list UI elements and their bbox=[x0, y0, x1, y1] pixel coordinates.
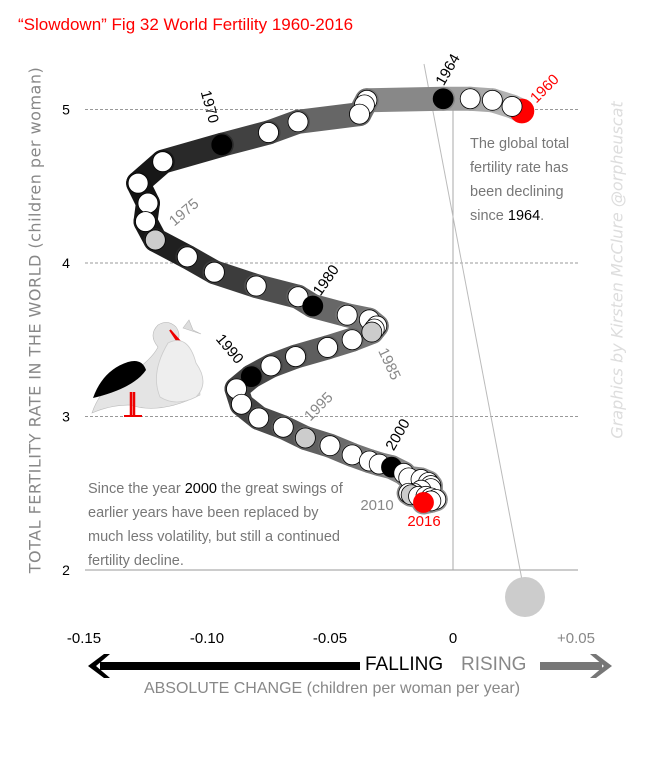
pendulum-string bbox=[423, 63, 523, 581]
chart-title: “Slowdown” Fig 32 World Fertility 1960-2… bbox=[18, 15, 354, 34]
x-tick-label: -0.10 bbox=[190, 630, 224, 647]
falling-arrow bbox=[88, 654, 360, 678]
x-tick-label: +0.05 bbox=[557, 630, 595, 647]
year-label-1960: 1960 bbox=[527, 71, 563, 107]
point-1968 bbox=[287, 111, 309, 133]
annotation-top-text: The global total fertility rate has been… bbox=[470, 136, 570, 224]
year-label-2000: 2000 bbox=[382, 416, 413, 453]
falling-label: FALLING bbox=[365, 654, 444, 675]
year-label-2016: 2016 bbox=[407, 513, 440, 530]
point-1988 bbox=[285, 346, 306, 368]
pendulum-ball bbox=[505, 577, 545, 617]
point-1974 bbox=[135, 211, 156, 232]
point-1976 bbox=[176, 246, 198, 268]
y-tick-label: 5 bbox=[62, 102, 70, 118]
point-1970 bbox=[211, 134, 233, 156]
point-1987 bbox=[317, 337, 338, 358]
annotation-top-end: . bbox=[540, 208, 545, 224]
stork-icon bbox=[91, 319, 204, 417]
point-1973 bbox=[137, 192, 159, 214]
year-label-1975: 1975 bbox=[166, 195, 202, 229]
point-1967 bbox=[349, 103, 370, 125]
tick-labels: 2 3 4 5 -0.15 -0.10 -0.05 0 +0.05 bbox=[62, 102, 595, 648]
point-1977 bbox=[203, 261, 225, 283]
point-1971 bbox=[152, 151, 174, 173]
point-1985 bbox=[361, 321, 383, 343]
year-label-1985: 1985 bbox=[374, 345, 404, 382]
credit-watermark: Graphics by Kirsten McClure @orpheuscat bbox=[607, 101, 627, 439]
year-label-1970: 1970 bbox=[197, 89, 222, 126]
point-1962 bbox=[481, 89, 503, 111]
rising-label: RISING bbox=[461, 654, 527, 675]
rising-arrow bbox=[540, 654, 612, 678]
point-1981 bbox=[336, 304, 358, 326]
annotation-bottom-end: the great swings of earlier years have b… bbox=[88, 481, 343, 569]
annotation-bottom-text: Since the year bbox=[88, 481, 185, 497]
point-1978 bbox=[245, 275, 267, 297]
annotation-bottom: Since the year 2000 the great swings of … bbox=[88, 477, 343, 573]
y-tick-label: 3 bbox=[62, 409, 70, 425]
point-1993 bbox=[248, 407, 270, 429]
x-tick-label: -0.05 bbox=[313, 630, 347, 647]
point-1996 bbox=[319, 435, 341, 457]
point-1972 bbox=[127, 172, 149, 194]
point-1961 bbox=[501, 96, 523, 117]
point-1989 bbox=[260, 355, 282, 377]
point-1995 bbox=[294, 427, 316, 449]
point-1986 bbox=[341, 329, 363, 351]
y-tick-label: 4 bbox=[62, 255, 70, 271]
year-label-1980: 1980 bbox=[310, 262, 343, 299]
y-axis-label: TOTAL FERTILITY RATE IN THE WORLD (child… bbox=[25, 66, 45, 574]
point-1992 bbox=[231, 393, 252, 415]
y-tick-label: 2 bbox=[62, 562, 70, 578]
annotation-top-year: 1964 bbox=[507, 208, 541, 224]
year-label-1964: 1964 bbox=[432, 51, 463, 88]
point-1969 bbox=[258, 122, 279, 143]
point-1994 bbox=[272, 416, 294, 438]
point-1975 bbox=[144, 229, 166, 251]
annotation-bottom-year: 2000 bbox=[184, 481, 217, 497]
point-2016 bbox=[413, 492, 434, 513]
point-1964 bbox=[432, 88, 454, 110]
point-1980 bbox=[302, 295, 324, 317]
year-label-1995: 1995 bbox=[301, 389, 337, 425]
annotation-top: The global total fertility rate has been… bbox=[470, 132, 595, 228]
x-tick-label: 0 bbox=[449, 630, 457, 647]
year-label-2010: 2010 bbox=[360, 497, 393, 514]
point-1990 bbox=[240, 366, 262, 387]
ribbon-segment bbox=[354, 86, 456, 113]
year-label-1990: 1990 bbox=[212, 331, 246, 367]
x-axis-label: ABSOLUTE CHANGE (children per woman per … bbox=[143, 680, 521, 697]
point-1963 bbox=[459, 88, 481, 110]
x-tick-label: -0.15 bbox=[67, 630, 101, 647]
year-points bbox=[127, 88, 535, 513]
